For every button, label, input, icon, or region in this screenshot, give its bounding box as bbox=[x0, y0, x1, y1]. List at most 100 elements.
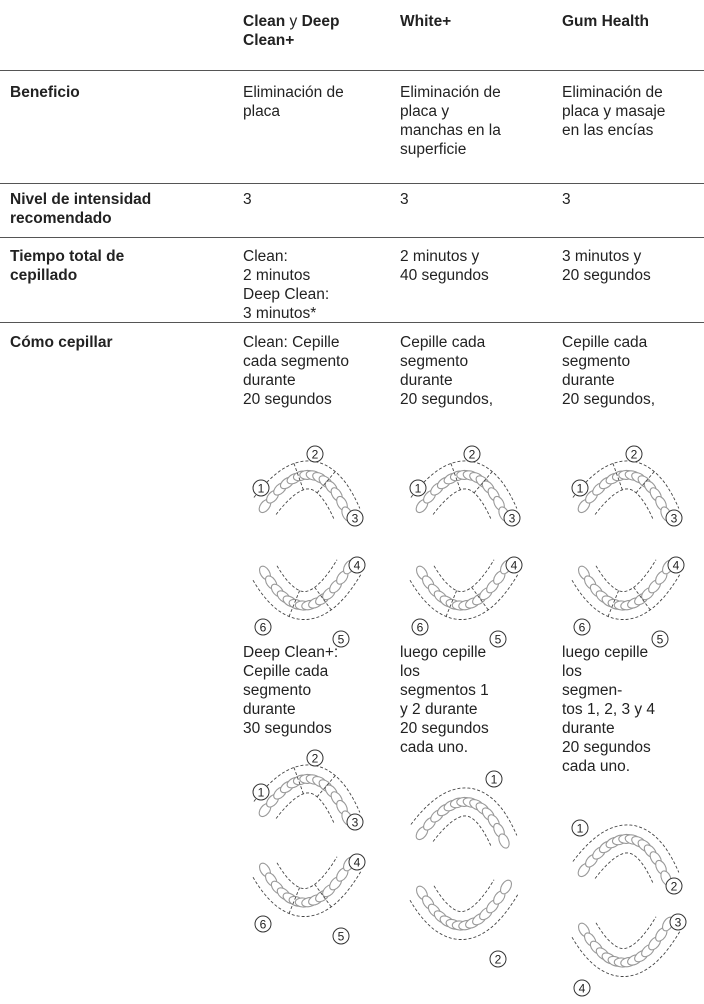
segment-marker bbox=[346, 509, 364, 527]
cell-text: 20 segundos bbox=[400, 720, 489, 737]
rule bbox=[0, 322, 704, 323]
gum-outline bbox=[595, 559, 657, 593]
cell-text: 2 minutos y bbox=[400, 248, 480, 265]
gum-outline bbox=[432, 815, 492, 847]
tooth bbox=[498, 833, 510, 849]
cell-text: Eliminación de bbox=[562, 84, 663, 101]
segment-number: 1 bbox=[577, 482, 584, 496]
cell-text: 20 segundos bbox=[562, 267, 651, 284]
row-label: Nivel de intensidad bbox=[10, 191, 152, 208]
gum-outline bbox=[409, 893, 519, 940]
cell-text: Cepille cada bbox=[243, 663, 329, 680]
segment-number: 6 bbox=[260, 918, 267, 932]
tooth bbox=[499, 879, 513, 895]
segment-marker bbox=[463, 445, 481, 463]
segment-number: 3 bbox=[352, 816, 359, 830]
row-label: cepillado bbox=[10, 267, 78, 284]
cell-text: 3 bbox=[243, 191, 252, 208]
cell-text: segmento bbox=[562, 353, 631, 370]
segment-number: 4 bbox=[354, 559, 361, 573]
header-col3: Gum Health bbox=[562, 13, 649, 30]
segment-number: 4 bbox=[511, 559, 518, 573]
gum-outline bbox=[572, 824, 680, 873]
segment-number: 1 bbox=[577, 822, 584, 836]
segment-number: 2 bbox=[671, 880, 678, 894]
cell-text: tos 1, 2, 3 y 4 bbox=[562, 701, 656, 718]
teeth-diagram: 1 2 3 bbox=[409, 445, 521, 527]
cell-text: segmentos 1 bbox=[400, 682, 489, 699]
teeth-diagram: 4 5 6 bbox=[252, 556, 366, 648]
gum-outline bbox=[275, 792, 335, 824]
cell-text: cada uno. bbox=[562, 758, 631, 775]
teeth-diagram: 2 bbox=[409, 879, 519, 968]
rule bbox=[0, 183, 704, 184]
teeth-diagram: 1 bbox=[410, 770, 518, 849]
segment-marker bbox=[306, 749, 324, 767]
cell-text: placa y bbox=[400, 103, 450, 120]
segment-number: 1 bbox=[491, 773, 498, 787]
cell-text: segmento bbox=[400, 353, 469, 370]
segment-marker bbox=[252, 479, 270, 497]
gum-outline bbox=[433, 559, 495, 593]
gum-outline bbox=[276, 559, 338, 593]
header-col2: White+ bbox=[400, 13, 452, 30]
cell-text: Deep Clean: bbox=[243, 286, 330, 303]
teeth-diagram: 12 bbox=[571, 819, 683, 895]
segment-marker bbox=[651, 630, 669, 648]
cell-text: los bbox=[400, 663, 420, 680]
gum-outline bbox=[276, 856, 338, 890]
teeth-diagram: 1 2 3 bbox=[252, 445, 364, 527]
segment-marker bbox=[306, 445, 324, 463]
gum-outline bbox=[252, 870, 362, 917]
segment-marker bbox=[669, 913, 687, 931]
cell-text: durante bbox=[562, 720, 615, 737]
cell-text: segmen- bbox=[562, 682, 623, 699]
segment-marker bbox=[346, 813, 364, 831]
cell-text: Cepille cada bbox=[562, 334, 648, 351]
segment-marker bbox=[503, 509, 521, 527]
teeth-diagram: 1 2 3 bbox=[571, 445, 683, 527]
cell-text: durante bbox=[243, 372, 296, 389]
cell-text: y 2 durante bbox=[400, 701, 478, 718]
segment-marker bbox=[348, 556, 366, 574]
segment-marker bbox=[411, 618, 429, 636]
cell-text: 20 segundos bbox=[562, 739, 651, 756]
cell-text: manchas en la bbox=[400, 122, 501, 139]
segment-number: 5 bbox=[338, 633, 345, 647]
segment-marker bbox=[571, 479, 589, 497]
cell-text: Cepille cada bbox=[400, 334, 486, 351]
gum-outline bbox=[409, 573, 519, 620]
segment-marker bbox=[665, 509, 683, 527]
gum-outline bbox=[594, 488, 654, 520]
cell-text: Clean: bbox=[243, 248, 288, 265]
gum-outline bbox=[410, 787, 518, 836]
cell-text: cada uno. bbox=[400, 739, 469, 756]
segment-number: 6 bbox=[260, 621, 267, 635]
cell-text: 20 segundos, bbox=[400, 391, 494, 408]
gum-outline bbox=[433, 879, 495, 913]
segment-marker bbox=[252, 783, 270, 801]
teeth-diagram: 34 bbox=[571, 913, 687, 997]
cell-text: 40 segundos bbox=[400, 267, 489, 284]
teeth-diagram: 1 2 3 bbox=[252, 749, 364, 831]
segment-marker bbox=[667, 556, 685, 574]
cell-text: los bbox=[562, 663, 582, 680]
cell-text: en las encías bbox=[562, 122, 654, 139]
cell-text: placa y masaje bbox=[562, 103, 666, 120]
cell-text: 20 segundos bbox=[243, 391, 332, 408]
cell-text: durante bbox=[562, 372, 615, 389]
segment-number: 2 bbox=[312, 752, 319, 766]
cell-text: 2 minutos bbox=[243, 267, 311, 284]
segment-marker bbox=[254, 618, 272, 636]
gum-outline bbox=[594, 852, 654, 884]
cell-text: 20 segundos, bbox=[562, 391, 656, 408]
cell-text: 3 minutos y bbox=[562, 248, 642, 265]
segment-number: 2 bbox=[495, 953, 502, 967]
segment-marker bbox=[625, 445, 643, 463]
segment-number: 5 bbox=[338, 930, 345, 944]
segment-number: 3 bbox=[352, 512, 359, 526]
segment-number: 1 bbox=[415, 482, 422, 496]
cell-text: Eliminación de bbox=[400, 84, 501, 101]
segment-marker bbox=[254, 915, 272, 933]
segment-number: 4 bbox=[673, 559, 680, 573]
